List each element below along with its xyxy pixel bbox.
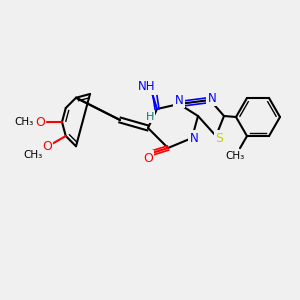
- Text: S: S: [215, 131, 223, 145]
- Text: CH₃: CH₃: [226, 151, 245, 161]
- Text: N: N: [190, 131, 198, 145]
- Text: O: O: [35, 116, 45, 128]
- Text: N: N: [208, 92, 216, 104]
- Text: N: N: [175, 94, 183, 106]
- Text: CH₃: CH₃: [14, 117, 34, 127]
- Text: H: H: [146, 112, 154, 122]
- Text: O: O: [42, 140, 52, 154]
- Text: O: O: [143, 152, 153, 164]
- Text: NH: NH: [138, 80, 156, 94]
- Text: CH₃: CH₃: [23, 150, 43, 160]
